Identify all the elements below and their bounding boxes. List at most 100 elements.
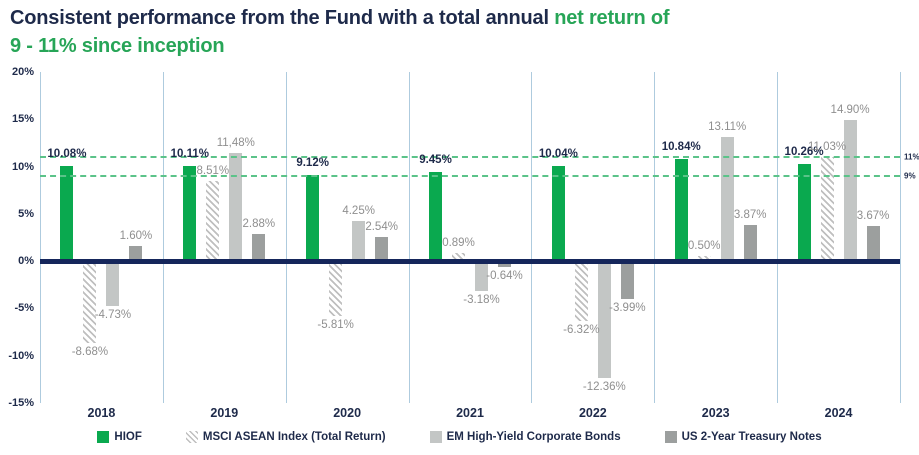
bar-us-2-year-treasury-notes-2019 [252, 233, 266, 262]
y-axis-tick-label: -15% [8, 397, 34, 409]
bar-label-msci-asean-index-2018: -8.68% [71, 346, 109, 359]
treasury-swatch-icon [664, 431, 677, 443]
bar-msci-asean-index-2018 [83, 261, 97, 344]
group-separator-line [408, 72, 410, 403]
bar-label-em-high-yield-corporate-bonds-2024: 14.90% [830, 104, 870, 117]
bar-hiof-2018 [60, 165, 74, 262]
legend-label: EM High-Yield Corporate Bonds [446, 431, 621, 443]
bar-hiof-2019 [183, 165, 197, 262]
x-axis-label-2022: 2022 [578, 406, 607, 420]
bar-hiof-2023 [674, 158, 688, 262]
bar-msci-asean-index-2020 [329, 261, 343, 317]
title-text-green-2: 9 - 11% since inception [10, 35, 225, 57]
bar-us-2-year-treasury-notes-2020 [375, 237, 389, 262]
bar-label-msci-asean-index-2023: 0.50% [687, 240, 721, 253]
bar-em-high-yield-corporate-bonds-2022 [597, 261, 611, 379]
bar-us-2-year-treasury-notes-2022 [620, 261, 634, 299]
bar-label-us-2-year-treasury-notes-2018: 1.60% [119, 230, 153, 242]
bar-label-hiof-2019: 10.11% [170, 147, 209, 160]
bar-msci-asean-index-2019 [206, 180, 220, 262]
bar-label-em-high-yield-corporate-bonds-2018: -4.73% [94, 308, 132, 321]
legend-item-us-treasury: US 2-Year Treasury Notes [664, 431, 822, 443]
bar-em-high-yield-corporate-bonds-2018 [106, 261, 120, 306]
x-axis-label-2020: 2020 [333, 406, 362, 420]
chart-legend: HIOF MSCI ASEAN Index (Total Return) EM … [0, 431, 919, 443]
x-axis-label-2021: 2021 [456, 406, 484, 420]
legend-item-em-high-yield: EM High-Yield Corporate Bonds [429, 431, 621, 443]
group-separator-line [285, 72, 287, 403]
bar-msci-asean-index-2022 [574, 261, 588, 321]
target-band-label-11%: 11% [904, 152, 919, 162]
legend-item-msci-asean: MSCI ASEAN Index (Total Return) [185, 431, 386, 443]
legend-label: HIOF [114, 431, 142, 443]
y-axis-tick-label: -5% [14, 302, 34, 315]
bar-us-2-year-treasury-notes-2018 [129, 246, 143, 262]
bar-label-em-high-yield-corporate-bonds-2022: -12.36% [582, 381, 626, 394]
bar-label-us-2-year-treasury-notes-2021: -0.64% [486, 270, 523, 283]
msci-hatch-swatch-icon [185, 431, 198, 443]
group-separator-line [162, 72, 164, 403]
bar-hiof-2024 [797, 164, 811, 262]
bar-label-us-2-year-treasury-notes-2023: 3.87% [733, 208, 767, 221]
bar-label-em-high-yield-corporate-bonds-2019: 11,48% [216, 136, 255, 149]
bar-label-msci-asean-index-2024: 11.03% [807, 140, 847, 153]
bar-label-hiof-2021: 9.45% [419, 153, 452, 166]
x-axis-label-2018: 2018 [87, 406, 116, 420]
title-text-dark: Consistent performance from the Fund wit… [10, 7, 549, 29]
zero-axis-line [40, 258, 900, 264]
legend-item-hiof: HIOF [97, 431, 142, 443]
bar-label-us-2-year-treasury-notes-2024: 3.67% [856, 210, 890, 223]
y-axis-tick-label: 0% [18, 255, 34, 268]
em-bonds-swatch-icon [429, 431, 442, 443]
title-text-green-1: net return of [554, 7, 670, 29]
y-axis-tick-label: 5% [18, 207, 34, 220]
bar-hiof-2022 [551, 166, 565, 262]
bar-us-2-year-treasury-notes-2024 [866, 226, 880, 262]
target-band-line-11% [40, 156, 900, 159]
y-axis-tick-label: 20% [11, 66, 34, 78]
bar-us-2-year-treasury-notes-2021 [498, 261, 511, 268]
bar-label-em-high-yield-corporate-bonds-2023: 13.11% [708, 121, 747, 134]
bar-us-2-year-treasury-notes-2023 [743, 224, 757, 262]
bar-em-high-yield-corporate-bonds-2020 [352, 220, 366, 262]
bar-label-msci-asean-index-2022: -6.32% [563, 323, 600, 336]
x-axis-label-2019: 2019 [210, 406, 239, 420]
bar-em-high-yield-corporate-bonds-2023 [720, 137, 734, 262]
bar-label-hiof-2018: 10.08% [47, 147, 87, 160]
target-band-label-9%: 9% [904, 171, 916, 181]
bar-label-hiof-2020: 9.12% [296, 156, 329, 169]
x-axis-label-2023: 2023 [701, 406, 730, 420]
group-separator-line [654, 72, 656, 403]
bar-label-hiof-2024: 10.26% [784, 146, 824, 159]
bar-em-high-yield-corporate-bonds-2021 [475, 261, 488, 292]
bar-hiof-2020 [306, 174, 320, 262]
group-separator-line [531, 72, 533, 403]
x-axis-label-2024: 2024 [824, 406, 853, 420]
page-title: Consistent performance from the Fund wit… [10, 4, 890, 60]
bar-label-em-high-yield-corporate-bonds-2021: -3.18% [463, 294, 500, 307]
bar-label-us-2-year-treasury-notes-2022: -3.99% [609, 301, 646, 314]
y-axis-tick-label: -10% [8, 349, 34, 362]
y-axis-line [40, 72, 41, 403]
bar-label-us-2-year-treasury-notes-2020: 2.54% [365, 221, 398, 234]
y-axis-tick-label: 10% [11, 160, 34, 173]
y-axis-tick-label: 15% [11, 113, 34, 126]
target-band-line-9% [40, 175, 900, 178]
bar-msci-asean-index-2021 [452, 252, 465, 262]
bar-label-em-high-yield-corporate-bonds-2020: 4.25% [342, 204, 375, 217]
bar-hiof-2021 [429, 171, 442, 262]
bar-label-msci-asean-index-2021: 0.89% [442, 236, 475, 249]
group-separator-line [777, 72, 779, 403]
hiof-swatch-icon [97, 431, 110, 443]
bar-label-hiof-2023: 10.84% [661, 140, 701, 153]
bar-label-msci-asean-index-2020: -5.81% [317, 319, 354, 332]
legend-label: US 2-Year Treasury Notes [681, 431, 822, 443]
bar-label-us-2-year-treasury-notes-2019: 2.88% [242, 217, 276, 230]
bar-em-high-yield-corporate-bonds-2019 [229, 152, 243, 262]
bar-label-hiof-2022: 10.04% [538, 148, 578, 161]
group-separator-line [900, 72, 901, 403]
legend-label: MSCI ASEAN Index (Total Return) [202, 431, 386, 443]
bar-em-high-yield-corporate-bonds-2024 [843, 120, 857, 262]
bar-msci-asean-index-2024 [820, 156, 834, 262]
